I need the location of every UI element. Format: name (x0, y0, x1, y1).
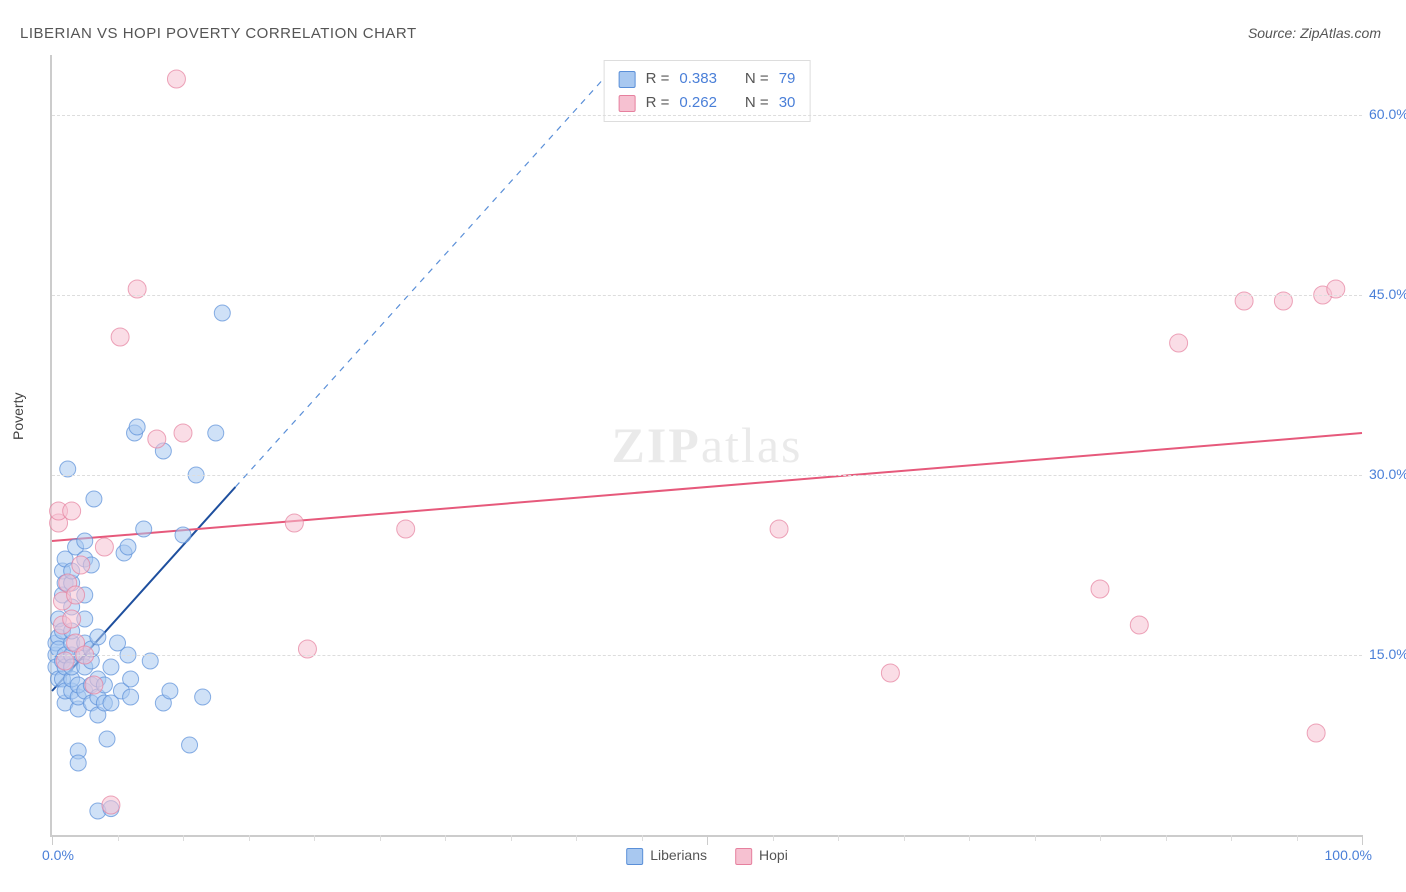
data-point (182, 737, 198, 753)
x-tick-minor (380, 835, 381, 841)
y-tick-label: 15.0% (1369, 646, 1406, 662)
data-point (72, 556, 90, 574)
data-point (162, 683, 178, 699)
legend-r-label: R = (646, 67, 670, 91)
legend-r-value: 0.383 (679, 67, 717, 91)
x-tick-minor (118, 835, 119, 841)
legend-label: Liberians (650, 847, 707, 863)
x-tick-minor (904, 835, 905, 841)
plot-svg (52, 55, 1362, 835)
series-legend: Liberians Hopi (626, 847, 788, 865)
source-label: Source: ZipAtlas.com (1248, 25, 1381, 41)
data-point (67, 586, 85, 604)
data-point (397, 520, 415, 538)
data-point (120, 539, 136, 555)
data-point (102, 796, 120, 814)
data-point (285, 514, 303, 532)
data-point (174, 424, 192, 442)
y-tick-label: 45.0% (1369, 286, 1406, 302)
data-point (63, 610, 81, 628)
legend-r-label: R = (646, 91, 670, 115)
chart-container: LIBERIAN VS HOPI POVERTY CORRELATION CHA… (0, 0, 1406, 892)
data-point (1170, 334, 1188, 352)
legend-label: Hopi (759, 847, 788, 863)
data-point (63, 502, 81, 520)
data-point (1130, 616, 1148, 634)
legend-item: Liberians (626, 847, 707, 865)
legend-n-label: N = (745, 91, 769, 115)
data-point (208, 425, 224, 441)
x-tick-minor (642, 835, 643, 841)
x-tick-minor (1297, 835, 1298, 841)
data-point (214, 305, 230, 321)
correlation-legend: R = 0.383 N = 79 R = 0.262 N = 30 (604, 60, 811, 122)
legend-swatch (735, 848, 752, 865)
x-tick-minor (1166, 835, 1167, 841)
regression-line-dash (235, 73, 608, 487)
x-tick-minor (249, 835, 250, 841)
data-point (129, 419, 145, 435)
data-point (195, 689, 211, 705)
data-point (148, 430, 166, 448)
legend-r-value: 0.262 (679, 91, 717, 115)
data-point (167, 70, 185, 88)
data-point (95, 538, 113, 556)
x-tick-minor (969, 835, 970, 841)
data-point (85, 676, 103, 694)
plot-area: ZIPatlas 0.0% 100.0% R =0.383N =79R =0.2… (50, 55, 1362, 837)
legend-row: R = 0.383 N = 79 (619, 67, 796, 91)
data-point (175, 527, 191, 543)
chart-title: LIBERIAN VS HOPI POVERTY CORRELATION CHA… (20, 25, 417, 42)
legend-n-value: 79 (779, 67, 796, 91)
gridline-h (52, 295, 1362, 296)
data-point (111, 328, 129, 346)
gridline-h (52, 115, 1362, 116)
data-point (1091, 580, 1109, 598)
data-point (70, 755, 86, 771)
regression-line (52, 433, 1362, 541)
data-point (1307, 724, 1325, 742)
legend-swatch (626, 848, 643, 865)
legend-n-label: N = (745, 67, 769, 91)
gridline-h (52, 655, 1362, 656)
x-axis-start-label: 0.0% (42, 847, 74, 863)
data-point (103, 659, 119, 675)
x-tick-minor (773, 835, 774, 841)
y-tick-label: 30.0% (1369, 466, 1406, 482)
x-tick-minor (838, 835, 839, 841)
data-point (770, 520, 788, 538)
legend-n-value: 30 (779, 91, 796, 115)
legend-swatch (619, 71, 636, 88)
x-tick-major (1362, 835, 1363, 845)
legend-row: R = 0.262 N = 30 (619, 91, 796, 115)
gridline-h (52, 475, 1362, 476)
data-point (123, 689, 139, 705)
data-point (123, 671, 139, 687)
data-point (90, 629, 106, 645)
x-tick-minor (576, 835, 577, 841)
y-axis-label: Poverty (10, 393, 26, 440)
legend-item: Hopi (735, 847, 788, 865)
x-tick-minor (314, 835, 315, 841)
y-tick-label: 60.0% (1369, 106, 1406, 122)
data-point (99, 731, 115, 747)
data-point (86, 491, 102, 507)
data-point (136, 521, 152, 537)
x-tick-major (707, 835, 708, 845)
x-tick-minor (183, 835, 184, 841)
legend-swatch (619, 95, 636, 112)
x-tick-minor (511, 835, 512, 841)
x-tick-minor (1035, 835, 1036, 841)
x-axis-end-label: 100.0% (1325, 847, 1372, 863)
x-tick-minor (1100, 835, 1101, 841)
x-tick-minor (1231, 835, 1232, 841)
data-point (881, 664, 899, 682)
x-tick-major (52, 835, 53, 845)
x-tick-minor (445, 835, 446, 841)
data-point (77, 533, 93, 549)
